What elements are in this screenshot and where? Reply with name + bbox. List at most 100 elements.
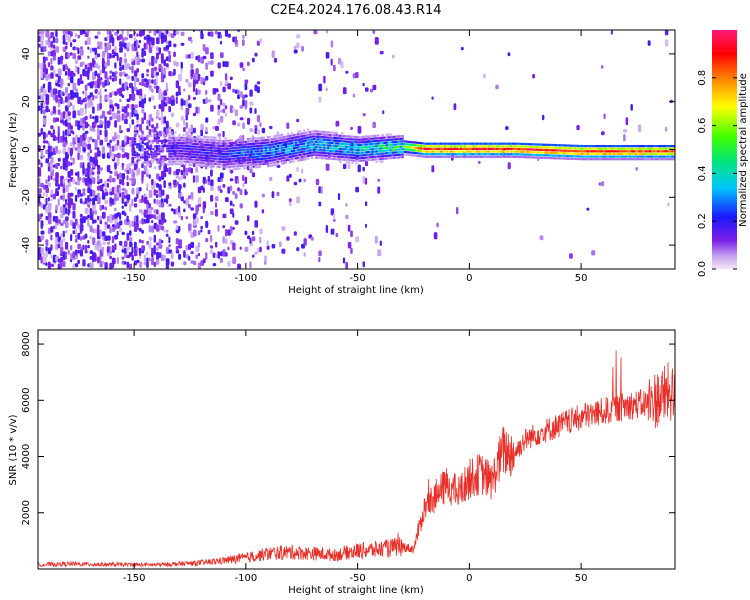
heatmap-cell xyxy=(70,76,74,84)
heatmap-cell xyxy=(79,46,84,50)
heatmap-cell xyxy=(276,134,280,137)
heatmap-cell xyxy=(82,98,86,103)
heatmap-cell xyxy=(55,145,58,154)
heatmap-cell xyxy=(198,148,201,151)
heatmap-cell xyxy=(184,144,187,148)
heatmap-cell xyxy=(162,139,165,142)
heatmap-cell xyxy=(251,254,255,258)
heatmap-cell xyxy=(261,127,266,134)
heatmap-cell xyxy=(524,142,527,146)
heatmap-cell xyxy=(236,138,239,141)
heatmap-cell xyxy=(170,150,173,153)
heatmap-cell xyxy=(570,155,573,158)
heatmap-cell xyxy=(89,207,92,216)
heatmap-cell xyxy=(303,153,306,156)
heatmap-cell xyxy=(174,160,177,163)
heatmap-cell xyxy=(271,243,276,249)
heatmap-cell xyxy=(355,138,358,141)
heatmap-cell xyxy=(645,145,648,148)
heatmap-cell xyxy=(281,152,284,155)
heatmap-cell xyxy=(409,154,412,157)
heatmap-cell xyxy=(256,129,261,135)
heatmap-cell xyxy=(494,145,497,148)
heatmap-cell xyxy=(371,156,374,159)
heatmap-cell xyxy=(138,158,141,162)
heatmap-cell xyxy=(104,191,109,196)
heatmap-cell xyxy=(165,30,169,34)
heatmap-cell xyxy=(160,155,163,158)
heatmap-cell xyxy=(629,158,632,161)
heatmap-cell xyxy=(502,150,505,153)
heatmap-cell xyxy=(148,206,152,215)
heatmap-cell xyxy=(218,155,221,158)
heatmap-cell xyxy=(351,154,354,157)
heatmap-cell xyxy=(138,239,142,243)
heatmap-cell xyxy=(40,30,45,35)
heatmap-cell xyxy=(606,152,609,155)
heatmap-cell xyxy=(399,137,402,140)
heatmap-cell xyxy=(655,158,658,161)
heatmap-cell xyxy=(188,139,191,143)
heatmap-cell xyxy=(183,164,186,173)
heatmap-cell xyxy=(387,146,390,149)
heatmap-cell xyxy=(218,160,221,163)
heatmap-cell xyxy=(121,105,124,110)
heatmap-cell xyxy=(84,168,88,176)
heatmap-cell xyxy=(449,147,453,150)
heatmap-cell xyxy=(141,141,145,145)
heatmap-cell xyxy=(486,142,489,145)
heatmap-cell xyxy=(229,208,234,215)
heatmap-cell xyxy=(216,155,219,158)
heatmap-cell xyxy=(218,152,221,155)
heatmap-cell xyxy=(345,143,348,146)
heatmap-cell xyxy=(227,33,231,38)
heatmap-cell xyxy=(195,166,198,173)
heatmap-cell xyxy=(462,153,465,156)
heatmap-cell xyxy=(407,146,410,149)
heatmap-cell xyxy=(217,118,221,125)
heatmap-cell xyxy=(52,147,55,152)
heatmap-cell xyxy=(254,166,257,169)
heatmap-cell xyxy=(178,188,181,193)
heatmap-cell xyxy=(42,204,47,210)
heatmap-cell xyxy=(289,161,292,164)
heatmap-cell xyxy=(345,137,348,140)
heatmap-cell xyxy=(182,139,185,142)
heatmap-cell xyxy=(287,153,290,156)
heatmap-cell xyxy=(305,150,308,153)
heatmap-cell xyxy=(291,152,294,155)
heatmap-cell xyxy=(460,142,463,145)
heatmap-cell xyxy=(612,147,616,150)
heatmap-cell xyxy=(114,193,118,201)
heatmap-cell xyxy=(226,144,229,148)
heatmap-cell xyxy=(55,224,58,230)
heatmap-cell xyxy=(329,136,332,139)
heatmap-cell xyxy=(347,156,350,159)
heatmap-cell xyxy=(387,154,390,157)
heatmap-cell xyxy=(296,167,299,172)
heatmap-cell xyxy=(232,168,235,171)
heatmap-cell xyxy=(608,145,611,148)
heatmap-cell xyxy=(232,154,235,158)
heatmap-cell xyxy=(109,187,113,192)
heatmap-cell xyxy=(79,223,84,232)
heatmap-cell xyxy=(160,212,165,221)
heatmap-cell xyxy=(205,62,209,70)
heatmap-cell xyxy=(419,144,422,147)
heatmap-cell xyxy=(342,257,346,264)
heatmap-cell xyxy=(303,150,306,153)
heatmap-cell xyxy=(178,253,182,260)
heatmap-cell xyxy=(351,161,354,165)
heatmap-cell xyxy=(246,145,249,148)
heatmap-cell xyxy=(139,23,142,30)
heatmap-cell xyxy=(244,189,247,196)
heatmap-cell xyxy=(645,150,648,153)
heatmap-cell xyxy=(610,150,614,153)
heatmap-cell xyxy=(536,153,539,157)
heatmap-cell xyxy=(530,156,533,159)
heatmap-cell xyxy=(131,75,134,82)
heatmap-cell xyxy=(269,125,273,130)
heatmap-cell xyxy=(266,157,270,160)
heatmap-cell xyxy=(375,150,378,153)
heatmap-cell xyxy=(319,154,322,157)
